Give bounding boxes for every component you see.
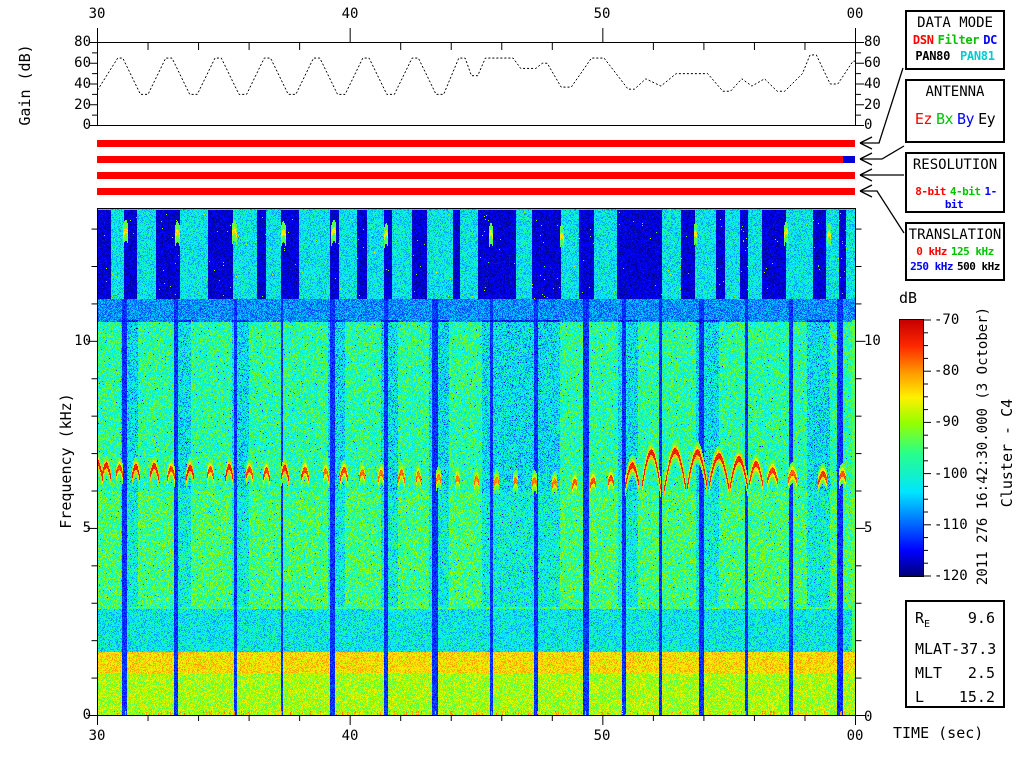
- spectrogram-image: [98, 209, 855, 715]
- translation-0khz: 0 kHz: [916, 245, 947, 258]
- freq-ytick-5-left: 5: [57, 520, 91, 536]
- translation-title: TRANSLATION: [907, 227, 1003, 243]
- ephemeris-row-mlat: MLAT -37.3: [907, 637, 1003, 661]
- top-axis-tick-40: 40: [330, 6, 370, 22]
- resolution-box: RESOLUTION 8-bit 4-bit 1-bit: [905, 152, 1005, 213]
- status-bar-resolution: [97, 172, 855, 179]
- top-axis-tick-50: 50: [582, 6, 622, 22]
- bottom-axis-tick-40: 40: [330, 728, 370, 744]
- resolution-8bit: 8-bit: [915, 185, 946, 198]
- resolution-4bit: 4-bit: [950, 185, 981, 198]
- data-mode-filter: Filter: [938, 33, 980, 47]
- translation-500khz: 500 kHz: [957, 260, 1000, 273]
- translation-125khz: 125 kHz: [951, 245, 994, 258]
- ephemeris-row-mlt: MLT 2.5: [907, 661, 1003, 685]
- gain-ytick-0-left: 0: [57, 117, 91, 133]
- translation-250khz: 250 kHz: [910, 260, 953, 273]
- freq-ytick-0-left: 0: [57, 707, 91, 723]
- gain-ytick-80-right: 80: [864, 34, 904, 50]
- antenna-row: Ez Bx By Ey: [907, 110, 1003, 128]
- status-bar-translation: [97, 188, 855, 195]
- gain-ytick-60-left: 60: [57, 55, 91, 71]
- arrow-to-bar-2: [860, 146, 904, 159]
- data-mode-pan81: PAN81: [960, 49, 995, 63]
- arrowhead-4-icon: [860, 185, 872, 197]
- data-mode-pan80: PAN80: [915, 49, 950, 63]
- ephemeris-mlat-label: MLAT: [915, 637, 951, 661]
- data-mode-row2: PAN80 PAN81: [907, 49, 1003, 63]
- translation-row1: 0 kHz 125 kHz: [907, 245, 1003, 258]
- colorbar-gradient: [900, 320, 923, 576]
- gain-ytick-80-left: 80: [57, 34, 91, 50]
- antenna-box: ANTENNA Ez Bx By Ey: [905, 79, 1005, 143]
- bottom-axis-tick-30: 30: [77, 728, 117, 744]
- ephemeris-mlt-value: 2.5: [968, 661, 995, 685]
- ephemeris-re-label: RE: [915, 606, 930, 637]
- gain-axis-title: Gain (dB): [16, 5, 34, 165]
- freq-ytick-5-right: 5: [864, 520, 904, 536]
- ephemeris-re-value: 9.6: [968, 606, 995, 637]
- ephemeris-row-l: L 15.2: [907, 685, 1003, 709]
- antenna-ez: Ez: [915, 110, 932, 128]
- ephemeris-l-value: 15.2: [959, 685, 995, 709]
- gain-ytick-40-right: 40: [864, 76, 904, 92]
- arrowhead-3-icon: [860, 169, 872, 181]
- gain-ytick-60-right: 60: [864, 55, 904, 71]
- data-mode-row1: DSN Filter DC: [907, 33, 1003, 47]
- resolution-title: RESOLUTION: [907, 157, 1003, 173]
- wbd-spectrogram-display: 30 40 50 00 80 60 40 20 0 80 60 40 20 0 …: [0, 0, 1024, 768]
- status-bar-antenna: [97, 156, 855, 163]
- gain-ytick-20-left: 20: [57, 97, 91, 113]
- ephemeris-re-sub: E: [924, 619, 930, 630]
- data-mode-box: DATA MODE DSN Filter DC PAN80 PAN81: [905, 10, 1005, 70]
- gain-trace-plot: [98, 43, 855, 125]
- freq-ytick-10-left: 10: [57, 333, 91, 349]
- ephemeris-row-re: RE 9.6: [907, 606, 1003, 637]
- status-bar-antenna-blue-segment: [843, 156, 855, 163]
- resolution-row: 8-bit 4-bit 1-bit: [907, 185, 1003, 211]
- ephemeris-l-label: L: [915, 685, 924, 709]
- top-axis-tick-00: 00: [835, 6, 875, 22]
- colorbar-title: dB: [899, 289, 917, 307]
- ephemeris-mlt-label: MLT: [915, 661, 942, 685]
- datetime-label: 2011 276 16:42:30.000 (3 October): [975, 301, 991, 591]
- antenna-ey: Ey: [978, 110, 995, 128]
- ephemeris-box: RE 9.6 MLAT -37.3 MLT 2.5 L 15.2: [905, 600, 1005, 708]
- antenna-bx: Bx: [936, 110, 953, 128]
- freq-ytick-10-right: 10: [864, 333, 904, 349]
- time-axis-title: TIME (sec): [893, 724, 983, 742]
- data-mode-dc: DC: [983, 33, 997, 47]
- status-bar-data-mode: [97, 140, 855, 147]
- gain-ytick-0-right: 0: [864, 117, 904, 133]
- translation-row2: 250 kHz 500 kHz: [907, 260, 1003, 273]
- translation-box: TRANSLATION 0 kHz 125 kHz 250 kHz 500 kHz: [905, 222, 1005, 281]
- callout-arrows: [860, 68, 904, 233]
- top-axis-tick-30: 30: [77, 6, 117, 22]
- arrowhead-1-icon: [860, 137, 872, 149]
- antenna-by: By: [957, 110, 974, 128]
- bottom-axis-tick-50: 50: [582, 728, 622, 744]
- ephemeris-mlat-value: -37.3: [951, 637, 996, 661]
- arrow-to-bar-4: [860, 191, 904, 233]
- data-mode-title: DATA MODE: [907, 15, 1003, 31]
- antenna-title: ANTENNA: [907, 84, 1003, 100]
- spacecraft-label: Cluster - C4: [998, 388, 1016, 518]
- data-mode-dsn: DSN: [913, 33, 934, 47]
- gain-ytick-40-left: 40: [57, 76, 91, 92]
- bottom-axis-tick-00: 00: [835, 728, 875, 744]
- freq-ytick-0-right: 0: [864, 709, 904, 725]
- gain-ytick-20-right: 20: [864, 97, 904, 113]
- arrowhead-2-icon: [860, 153, 872, 165]
